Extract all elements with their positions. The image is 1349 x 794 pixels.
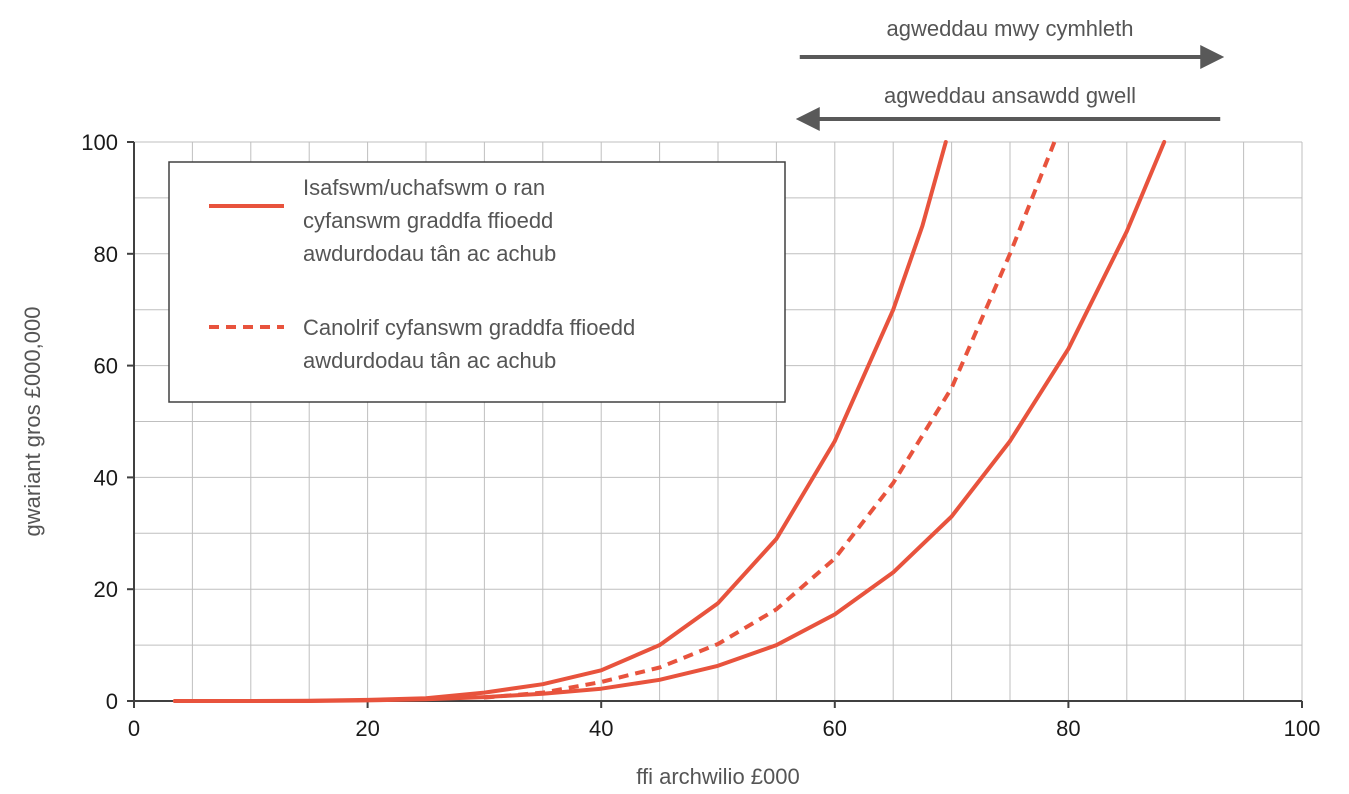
x-tick-label: 20 [355, 716, 379, 741]
annotation-label: agweddau ansawdd gwell [884, 83, 1136, 108]
x-axis-title: ffi archwilio £000 [636, 764, 799, 789]
y-tick-label: 80 [94, 242, 118, 267]
annotation-label: agweddau mwy cymhleth [886, 16, 1133, 41]
legend-label: awdurdodau tân ac achub [303, 241, 556, 266]
tick-labels: 0 20 40 60 80 100 0 20 40 60 80 100 ffi archwilio £0… [20, 130, 1320, 789]
legend-label: Canolrif cyfanswm graddfa ffioedd [303, 315, 635, 340]
y-tick-label: 0 [106, 689, 118, 714]
y-tick-label: 40 [94, 465, 118, 490]
x-tick-label: 80 [1056, 716, 1080, 741]
y-tick-label: 20 [94, 577, 118, 602]
legend-label: awdurdodau tân ac achub [303, 348, 556, 373]
legend-box [168, 161, 786, 403]
legend-label: Isafswm/uchafswm o ran [303, 175, 545, 200]
series-line-median [484, 141, 1057, 700]
y-tick-label: 100 [81, 130, 118, 155]
x-tick-label: 0 [128, 716, 140, 741]
y-axis-title: gwariant gros £000,000 [20, 307, 45, 537]
legend-label: cyfanswm graddfa ffioedd [303, 208, 553, 233]
x-tick-label: 60 [823, 716, 847, 741]
x-tick-label: 100 [1284, 716, 1321, 741]
x-tick-label: 40 [589, 716, 613, 741]
series-group [172, 140, 1167, 703]
y-tick-label: 60 [94, 354, 118, 379]
legend: Isafswm/uchafswm o ran cyfanswm graddfa f… [168, 161, 786, 403]
annotations: agweddau mwy cymhleth agweddau ansawdd gw… [795, 16, 1225, 131]
series-line-bound-1 [172, 140, 1167, 703]
